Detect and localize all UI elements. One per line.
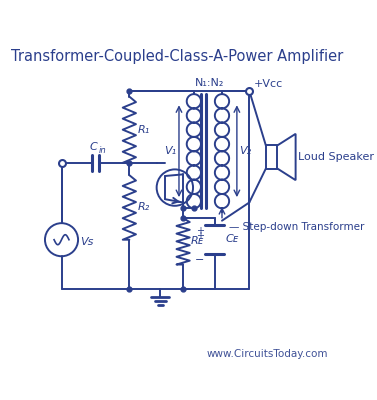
Text: Loud Speaker: Loud Speaker	[298, 152, 374, 162]
Text: Rᴇ: Rᴇ	[190, 236, 204, 246]
Text: Vs: Vs	[81, 237, 94, 247]
Text: V₂: V₂	[239, 146, 251, 156]
Text: +Vcc: +Vcc	[253, 79, 283, 89]
Text: +: +	[196, 226, 204, 236]
Text: +: +	[196, 232, 204, 242]
Text: V₁: V₁	[164, 146, 176, 156]
Text: — Step-down Transformer: — Step-down Transformer	[228, 222, 364, 232]
Text: Transformer-Coupled-Class-A-Power Amplifier: Transformer-Coupled-Class-A-Power Amplif…	[11, 50, 343, 64]
Text: N₁:N₂: N₁:N₂	[195, 78, 224, 88]
Text: −: −	[195, 256, 204, 266]
Text: C: C	[90, 142, 98, 152]
Text: R₁: R₁	[138, 125, 150, 135]
Bar	[266, 146, 277, 168]
Text: in: in	[99, 146, 106, 154]
Text: R₂: R₂	[138, 202, 150, 212]
Text: Cᴇ: Cᴇ	[225, 234, 239, 244]
Text: www.CircuitsToday.com: www.CircuitsToday.com	[206, 349, 328, 359]
